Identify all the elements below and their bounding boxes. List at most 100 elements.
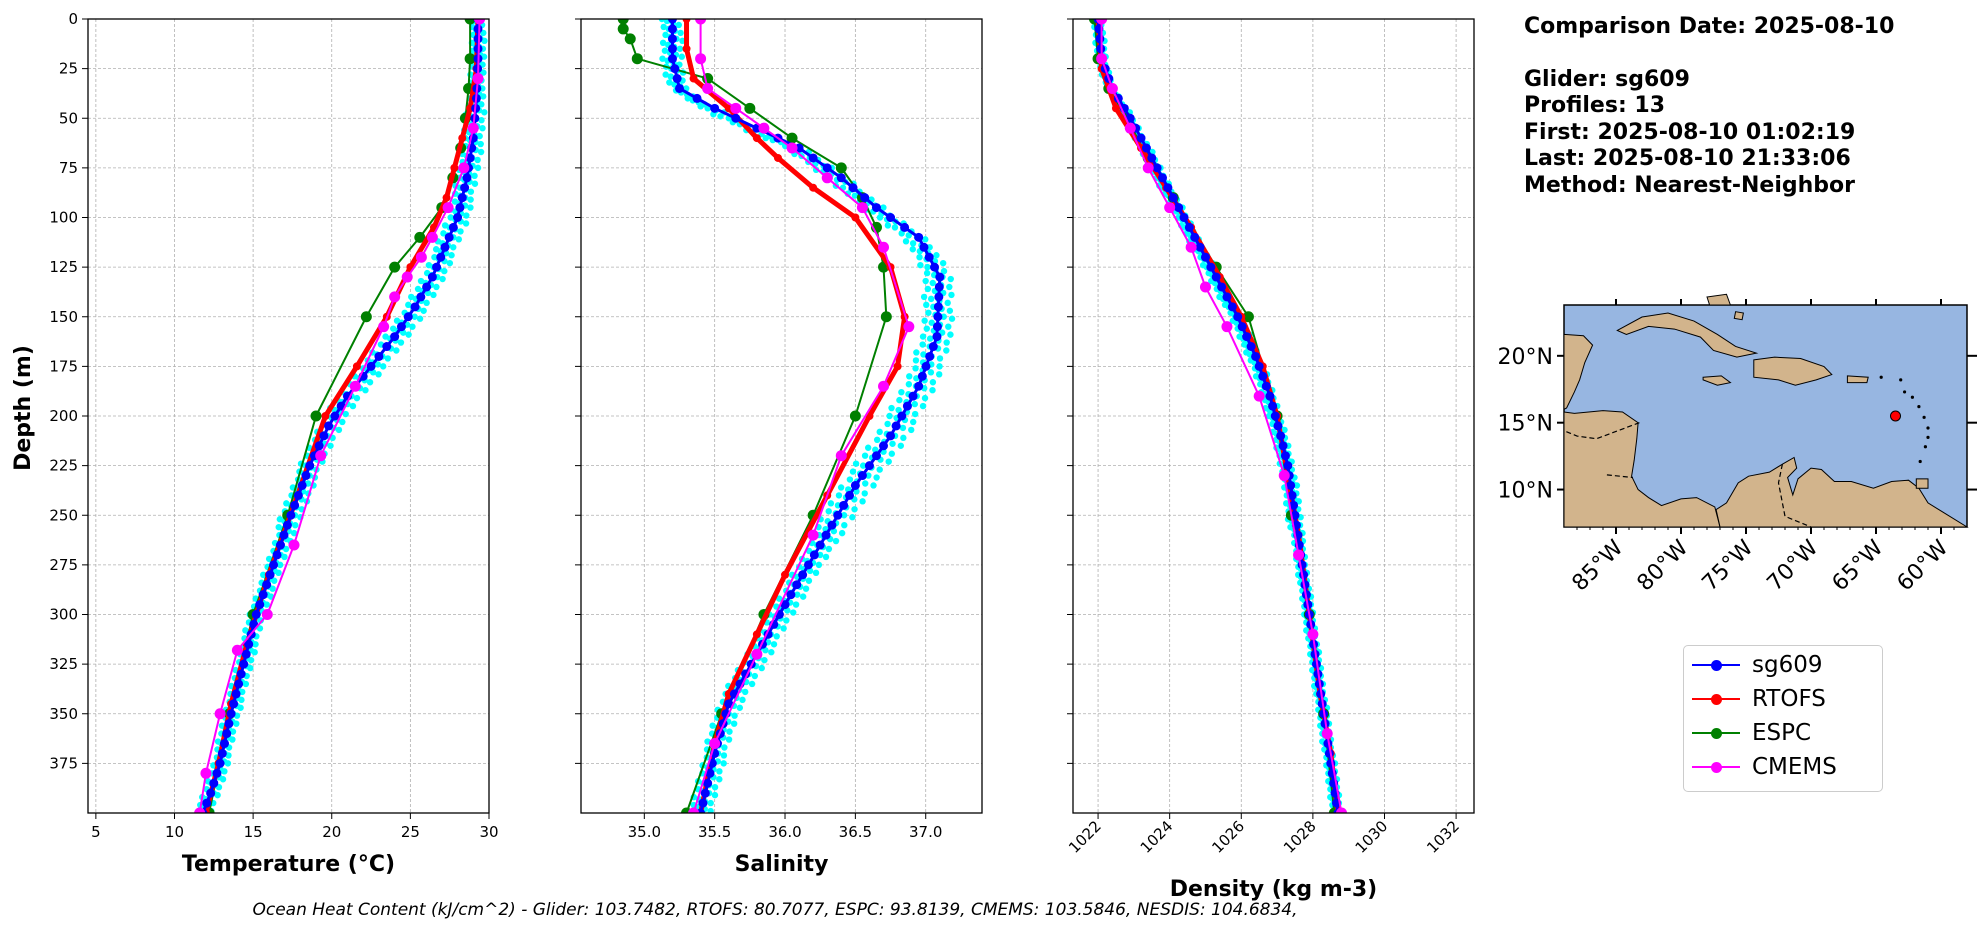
glider-scatter-point [921, 394, 929, 402]
series-point-sg609 [815, 540, 825, 550]
series-point-cmems [1142, 162, 1154, 174]
glider-scatter-point [939, 259, 947, 267]
glider-scatter-point [730, 720, 738, 727]
series-point-sg609 [836, 173, 846, 183]
comparison-date: Comparison Date: 2025-08-10 [1524, 14, 1895, 39]
series-point-sg609 [886, 431, 896, 441]
glider-scatter-point [467, 188, 475, 195]
map-border [1777, 464, 1812, 528]
glider-scatter-point [884, 420, 891, 428]
series-point-sg609 [436, 252, 446, 262]
glider-scatter-point [802, 585, 810, 592]
series-point-cmems [1164, 202, 1176, 214]
map-land-shape [1846, 375, 1869, 384]
series-point-sg609 [212, 768, 222, 778]
series-point-sg609 [390, 332, 400, 342]
series-point-sg609 [241, 649, 251, 659]
y-tick-label: 225 [49, 457, 78, 475]
series-point-cmems [751, 648, 763, 660]
glider-scatter-point [478, 117, 485, 124]
series-point-sg609 [879, 441, 889, 451]
series-point-sg609 [833, 510, 843, 520]
series-point-cmems [401, 271, 413, 283]
series-point-espc [360, 311, 372, 323]
glider-scatter-point [841, 521, 848, 529]
glider-scatter-point [707, 799, 714, 807]
series-point-cmems [1278, 470, 1290, 482]
series-point-sg609 [935, 272, 945, 282]
glider-scatter-point [902, 238, 910, 245]
glider-scatter-point [409, 323, 416, 330]
glider-scatter-point [917, 261, 924, 269]
series-point-sg609 [1168, 193, 1178, 203]
series-point-sg609 [914, 232, 924, 242]
series-point-cmems [467, 122, 479, 134]
series-point-sg609 [217, 748, 227, 758]
glider-scatter-point [659, 55, 666, 62]
y-tick-label: 150 [49, 308, 78, 326]
y-tick-label: 325 [49, 655, 78, 673]
series-point-cmems [695, 19, 707, 25]
map-island [1899, 378, 1903, 382]
series-point-sg609 [921, 361, 931, 371]
series-point-sg609 [705, 768, 715, 778]
series-point-rtofs [893, 362, 902, 371]
series-point-rtofs [1111, 104, 1120, 113]
series-point-sg609 [229, 699, 239, 709]
profile-count: Profiles: 13 [1524, 93, 1666, 118]
series-point-sg609 [667, 19, 677, 24]
series-point-cmems [758, 122, 770, 134]
series-point-cmems [1293, 549, 1305, 561]
x-axis-label: Density (kg m-3) [1170, 877, 1378, 902]
series-point-sg609 [286, 510, 296, 520]
series-point-sg609 [206, 788, 216, 798]
series-point-sg609 [226, 709, 236, 719]
glider-scatter-point [252, 641, 259, 648]
series-point-sg609 [786, 590, 796, 600]
series-point-espc [624, 33, 636, 45]
glider-scatter-point [946, 283, 953, 291]
glider-scatter-point [770, 641, 778, 648]
series-point-sg609 [670, 64, 680, 74]
series-point-sg609 [674, 83, 684, 93]
series-point-sg609 [780, 600, 790, 610]
series-point-cmems [1253, 390, 1265, 402]
glider-scatter-point [762, 134, 769, 142]
glider-scatter-point [206, 816, 212, 822]
series-point-sg609 [924, 252, 934, 262]
series-point-rtofs [851, 213, 860, 222]
x-tick-label: 37.0 [909, 823, 942, 841]
map-island [1917, 405, 1921, 409]
glider-scatter-point [905, 232, 912, 239]
series-point-cmems [702, 82, 714, 94]
glider-scatter-point [251, 649, 258, 656]
glider-scatter-point [748, 680, 756, 688]
glider-scatter-point [929, 279, 936, 287]
series-point-cmems [415, 251, 427, 263]
glider-scatter-point [861, 490, 868, 497]
series-cmems [688, 19, 915, 813]
series-point-sg609 [667, 54, 677, 64]
glider-scatter-point [1337, 814, 1343, 820]
glider-scatter-point [716, 776, 723, 783]
glider-profile-scatter [195, 19, 488, 822]
legend-swatch-espc [1692, 723, 1740, 743]
series-point-sg609 [932, 332, 942, 342]
series-point-cmems [194, 807, 206, 813]
glider-scatter-point [944, 299, 951, 307]
glider-scatter-point [441, 267, 448, 275]
glider-scatter-point [783, 617, 790, 624]
series-point-cmems [1321, 728, 1333, 740]
series-point-sg609 [457, 193, 467, 203]
glider-scatter-point [849, 514, 856, 521]
glider-scatter-point [384, 355, 392, 362]
x-tick-label: 15 [244, 823, 263, 841]
series-point-rtofs [809, 183, 818, 192]
y-tick-label: 50 [59, 109, 78, 127]
series-point-sg609 [914, 381, 924, 391]
series-point-cmems [821, 172, 833, 184]
glider-scatter-point [214, 791, 221, 799]
glider-scatter-point [929, 386, 936, 394]
series-point-espc [631, 53, 643, 65]
map-land-shape [1563, 333, 1594, 411]
